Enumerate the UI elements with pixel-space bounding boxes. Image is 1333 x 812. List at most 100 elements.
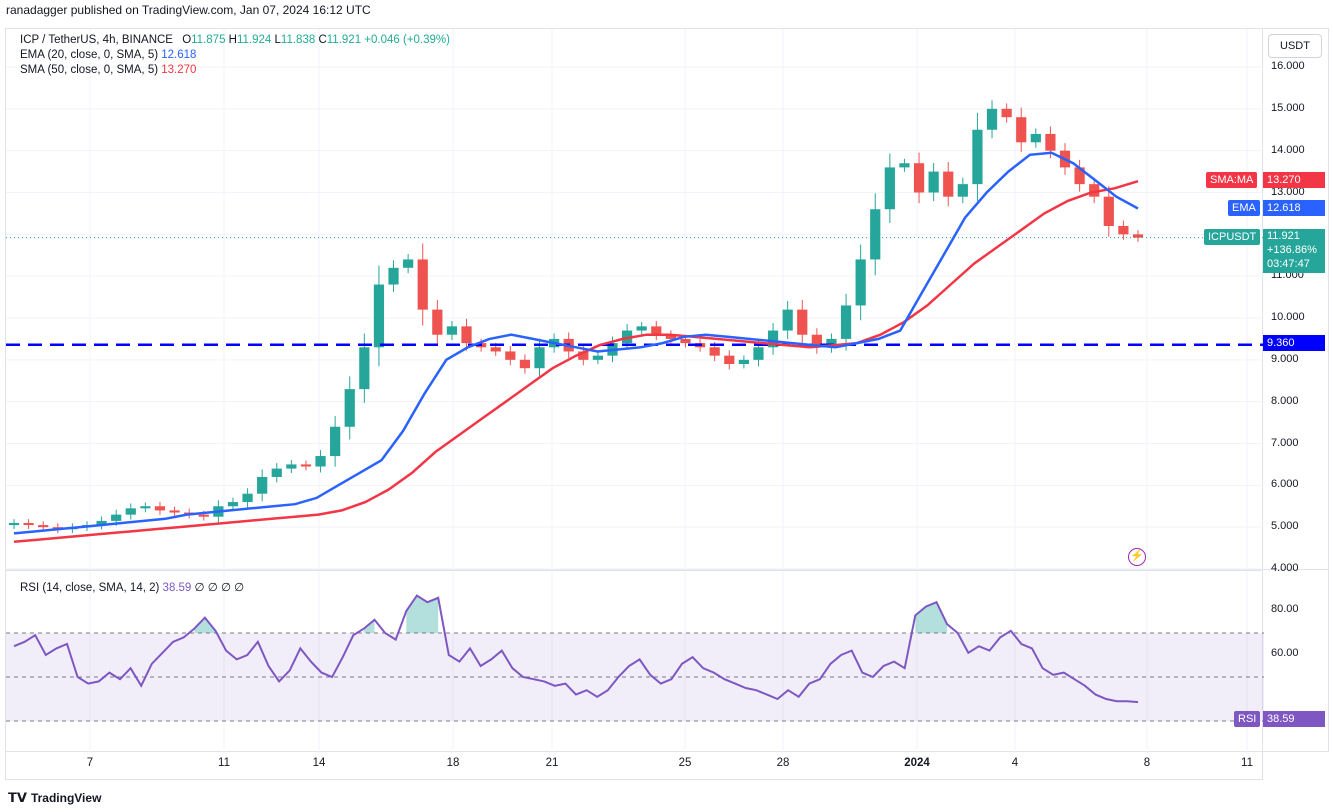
time-tick-label: 11	[1241, 757, 1253, 769]
candle-body	[709, 347, 720, 356]
legend-rsi-value: 38.59	[162, 582, 192, 594]
price-tick-label: 13.000	[1271, 185, 1305, 198]
footer-brand-row[interactable]: 𝗧𝗩 TradingView	[8, 790, 101, 806]
support-tag-value: 9.360	[1263, 335, 1325, 351]
candle-body	[665, 334, 676, 339]
candle-body	[957, 184, 968, 197]
candle-body	[125, 508, 136, 515]
price-tick-label: 16.000	[1271, 60, 1305, 72]
sma50-line	[13, 180, 1139, 544]
tradingview-logo-icon: 𝗧𝗩	[8, 790, 27, 805]
candle-body	[373, 284, 385, 348]
candle-body	[505, 351, 516, 360]
legend-high: 11.924	[236, 34, 272, 46]
candle-body	[928, 171, 939, 193]
candle-body	[724, 355, 735, 365]
legend-low: 11.838	[280, 34, 316, 46]
legend-close: 11.921	[326, 34, 362, 46]
candle-body	[986, 108, 998, 130]
candle-body	[242, 493, 253, 503]
rsi-axis[interactable]: 80.00 60.00	[1263, 570, 1329, 752]
candle-body	[913, 163, 925, 193]
candle-body	[169, 510, 180, 513]
candle-body	[899, 163, 910, 168]
symbol-tag-price: 11.921	[1267, 230, 1300, 242]
candle-body	[855, 259, 866, 306]
candle-body	[1089, 184, 1100, 197]
candle-body	[271, 468, 282, 477]
candle-body	[198, 514, 209, 517]
sma-tag-value: 13.270	[1263, 172, 1325, 188]
candle-body	[811, 334, 822, 348]
candle-body	[1103, 196, 1114, 226]
candle-body	[140, 506, 151, 509]
ema20-line	[13, 151, 1139, 535]
candle-body	[943, 171, 954, 197]
candle-body	[1016, 117, 1027, 143]
candle-body	[1001, 108, 1012, 118]
candle-body	[403, 259, 414, 268]
lightning-icon[interactable]: ⚡	[1128, 548, 1146, 566]
candle-body	[227, 502, 239, 507]
time-tick-label: 21	[545, 757, 559, 769]
legend-sma-row[interactable]: SMA (50, close, 0, SMA, 5) 13.270	[20, 63, 196, 78]
legend-ema-row[interactable]: EMA (20, close, 0, SMA, 5) 12.618	[20, 48, 196, 63]
time-tick-label: 28	[776, 757, 790, 769]
rsi-panel[interactable]: RSI (14, close, SMA, 14, 2) 38.59 ∅ ∅ ∅ …	[5, 570, 1264, 753]
candle-body	[782, 309, 793, 331]
price-tick-label: 15.000	[1271, 101, 1305, 114]
candle-body	[651, 326, 662, 335]
candle-body	[96, 520, 107, 526]
price-tick-label: 14.000	[1271, 143, 1305, 156]
rsi-tick-label: 80.00	[1271, 603, 1299, 615]
candle-body	[23, 522, 34, 526]
symbol-tag-box: 11.921 +136.86% 03:47:47	[1263, 229, 1325, 273]
candle-body	[519, 359, 531, 369]
legend-rsi-label: RSI (14, close, SMA, 14, 2)	[20, 582, 160, 594]
candle-body	[315, 456, 326, 467]
candle-body	[388, 267, 399, 285]
price-chart-panel[interactable]: ICP / TetherUS, 4h, BINANCE O11.875 H11.…	[5, 28, 1264, 571]
symbol-tag-name: ICPUSDT	[1204, 229, 1261, 245]
candle-body	[38, 525, 49, 528]
candle-body	[870, 209, 881, 260]
candle-body	[154, 506, 166, 511]
candle-body	[1132, 234, 1144, 238]
legend-symbol-row: ICP / TetherUS, 4h, BINANCE O11.875 H11.…	[20, 34, 450, 46]
candle-body	[1030, 133, 1041, 143]
legend-symbol: ICP / TetherUS, 4h, BINANCE	[20, 34, 173, 46]
time-axis[interactable]: 7 11 14 18 21 25 28 2024 4 8 11	[5, 752, 1263, 780]
legend-ema-label: EMA (20, close, 0, SMA, 5)	[20, 49, 159, 61]
candle-body	[753, 347, 764, 360]
candle-body	[286, 464, 297, 469]
price-axis[interactable]: 16.000 15.000 14.000 13.000 11.000 10.000 9.00…	[1263, 28, 1329, 574]
candle-body	[417, 259, 428, 310]
rsi-line	[13, 594, 1139, 704]
candle-body	[446, 326, 458, 335]
candle-body	[621, 330, 633, 344]
currency-button[interactable]: USDT	[1268, 34, 1322, 58]
rsi-band	[6, 633, 1264, 721]
legend-sma-value: 13.270	[161, 64, 197, 76]
rsi-overbought-fill	[194, 617, 216, 633]
rsi-tag-value: 38.59	[1263, 711, 1325, 727]
symbol-tag-timer: 03:47:47	[1267, 258, 1310, 270]
price-tick-label: 5.000	[1271, 520, 1299, 533]
candle-body	[767, 330, 779, 348]
ema-tag-name: EMA	[1228, 200, 1260, 216]
legend-rsi-row[interactable]: RSI (14, close, SMA, 14, 2) 38.59 ∅ ∅ ∅ …	[20, 581, 244, 596]
candle-body	[1074, 167, 1085, 185]
candle-body	[490, 347, 501, 352]
rsi-overbought-fill	[915, 602, 948, 633]
legend-change: +0.046 (+0.39%)	[364, 34, 450, 46]
candle-body	[534, 347, 545, 369]
legend-rsi-extra: ∅ ∅ ∅ ∅	[194, 582, 245, 594]
time-tick-label: 4	[1011, 757, 1019, 769]
price-tick-label: 8.000	[1271, 394, 1299, 407]
time-tick-label: 11	[218, 757, 230, 769]
sma-tag-name: SMA:MA	[1206, 172, 1258, 188]
legend-open: 11.875	[191, 34, 226, 46]
candle-body	[1118, 225, 1129, 235]
time-tick-label: 8	[1143, 757, 1151, 769]
candle-body	[840, 305, 852, 339]
